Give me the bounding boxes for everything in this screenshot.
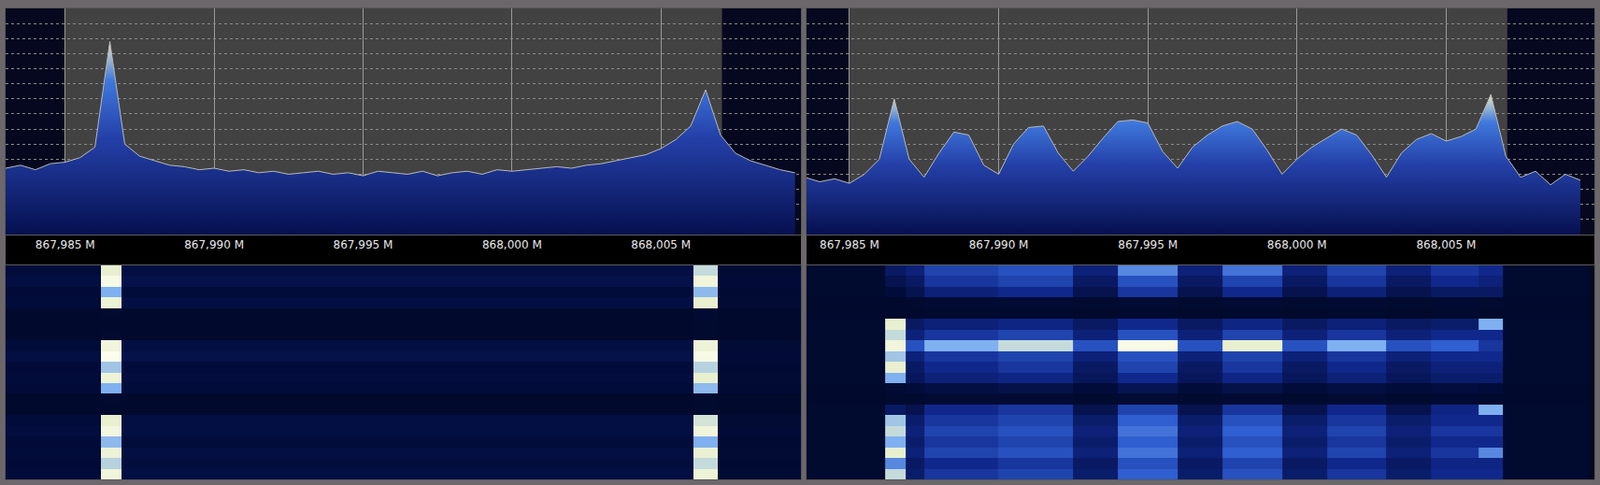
- svg-text:867,990 M: 867,990 M: [969, 238, 1029, 252]
- svg-text:867,985 M: 867,985 M: [35, 238, 96, 252]
- svg-text:868,005 M: 868,005 M: [630, 238, 691, 252]
- svg-text:868,000 M: 868,000 M: [1267, 238, 1328, 252]
- svg-text:868,005 M: 868,005 M: [1415, 238, 1476, 252]
- svg-text:868,000 M: 868,000 M: [482, 238, 543, 252]
- svg-text:867,995 M: 867,995 M: [1117, 238, 1178, 252]
- svg-text:867,990 M: 867,990 M: [184, 238, 244, 252]
- svg-text:867,985 M: 867,985 M: [819, 238, 880, 252]
- svg-text:867,995 M: 867,995 M: [333, 238, 394, 252]
